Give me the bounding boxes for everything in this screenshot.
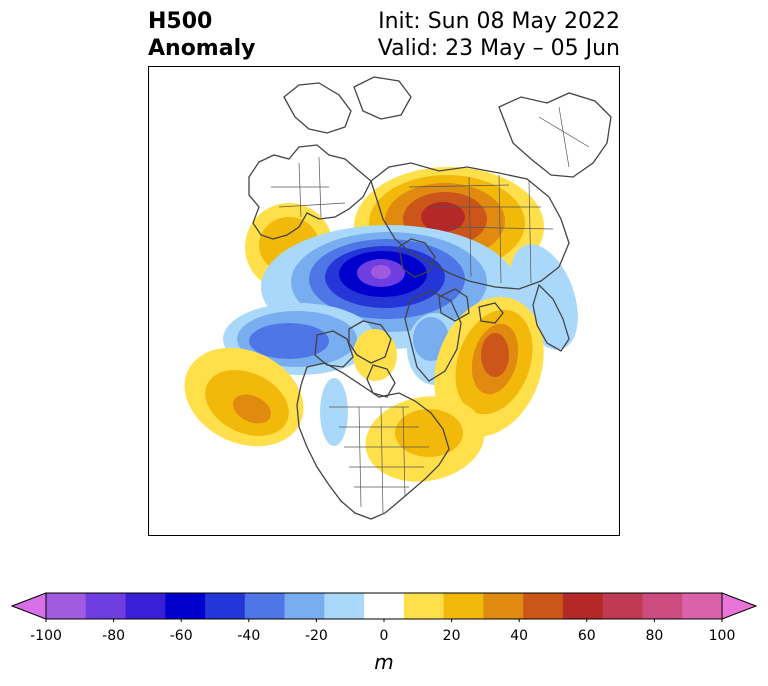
- colorbar-tick-label: -20: [304, 628, 328, 644]
- colorbar-bin: [682, 593, 723, 619]
- colorbar-tick-label: 80: [645, 628, 664, 644]
- colorbar-bin: [642, 593, 683, 619]
- colorbar-bin: [483, 593, 524, 619]
- colorbar-bin: [85, 593, 127, 619]
- valid-range: Valid: 23 May – 05 Jun: [377, 36, 620, 61]
- map-dates: Init: Sun 08 May 2022 Valid: 23 May – 05…: [378, 8, 620, 62]
- coastlines: [248, 76, 612, 520]
- colorbar-unit: m: [374, 650, 394, 674]
- colorbar-bin: [165, 593, 206, 619]
- colorbar-bin: [443, 593, 484, 619]
- colorbar-bin: [403, 593, 445, 619]
- political-borders: [271, 106, 590, 514]
- colorbar-tick-label: 100: [708, 628, 736, 644]
- colorbar-tick-label: 20: [442, 628, 461, 644]
- colorbar-bin: [205, 593, 246, 619]
- colorbar-tick-label: -100: [30, 628, 62, 644]
- colorbar-extend-min: [10, 592, 47, 620]
- colorbar: [10, 592, 758, 622]
- colorbar-bin: [364, 593, 405, 619]
- colorbar-bin: [284, 593, 325, 619]
- anomaly-east-us-high: [365, 396, 485, 482]
- colorbar-bin: [324, 593, 365, 619]
- colorbar-tick-label: -60: [169, 628, 193, 644]
- colorbar-tick-label: 0: [379, 628, 389, 644]
- anomaly-ne-pacific-high: [184, 347, 304, 447]
- colorbar-bin: [46, 593, 87, 619]
- colorbar-bin: [523, 593, 564, 619]
- title-field: Anomaly: [148, 36, 256, 61]
- anomaly-map: [184, 76, 612, 520]
- colorbar-bin: [602, 593, 643, 619]
- colorbar-bin: [562, 593, 604, 619]
- colorbar-tick-label: 40: [510, 628, 529, 644]
- title-variable: H500: [148, 9, 213, 34]
- colorbar-segments: [10, 592, 758, 620]
- colorbar-extend-max: [721, 592, 758, 620]
- colorbar-tick-label: 60: [577, 628, 596, 644]
- colorbar-bin: [244, 593, 286, 619]
- init-date: Init: Sun 08 May 2022: [378, 9, 620, 34]
- colorbar-tick-label: -80: [102, 628, 126, 644]
- map-title: H500 Anomaly: [148, 8, 255, 62]
- colorbar-ticks: [45, 619, 723, 622]
- colorbar-tick-label: -40: [237, 628, 261, 644]
- colorbar-bin: [125, 593, 166, 619]
- anomaly-atlantic-high: [434, 297, 544, 437]
- anomaly-canada-high: [353, 329, 397, 381]
- map-panel: [148, 66, 620, 536]
